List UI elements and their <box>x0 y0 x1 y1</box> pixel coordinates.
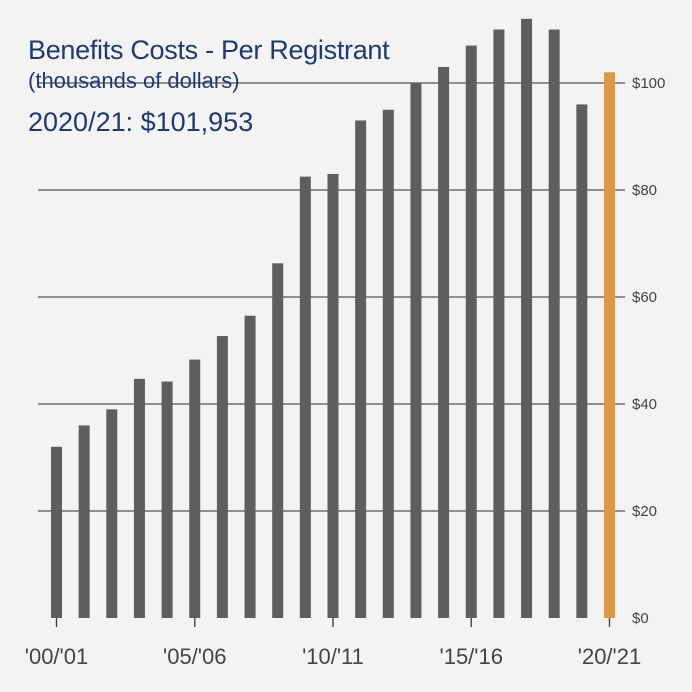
bar <box>216 336 228 618</box>
bar <box>51 446 62 618</box>
y-tick-label: $80 <box>632 182 657 199</box>
bar <box>465 45 477 619</box>
bar <box>521 18 533 619</box>
bar <box>438 66 450 618</box>
bar <box>382 109 394 618</box>
bar <box>355 120 367 618</box>
bar <box>327 173 339 618</box>
x-tick-label: '15/'16 <box>440 644 503 669</box>
x-axis-ticks: '00/'01 '05/'06 '10/'11 '15/'16 '20/'21 <box>25 618 641 669</box>
y-tick-label: $40 <box>632 396 657 413</box>
bar <box>161 381 173 618</box>
bar <box>133 378 145 618</box>
title-block: Benefits Costs - Per Registrant (thousan… <box>28 34 390 138</box>
bar <box>548 29 560 618</box>
bar <box>106 409 118 618</box>
bar <box>604 72 615 619</box>
chart-highlight-value: 2020/21: $101,953 <box>28 107 254 137</box>
bar <box>576 104 588 618</box>
bar <box>244 315 256 618</box>
y-tick-label: $0 <box>632 610 649 627</box>
x-tick-label: '00/'01 <box>25 644 88 669</box>
bars <box>51 18 615 619</box>
bar <box>493 29 505 618</box>
x-tick-label: '05/'06 <box>163 644 226 669</box>
bar <box>272 263 284 618</box>
y-tick-label: $100 <box>632 75 665 92</box>
bar <box>299 176 311 618</box>
y-tick-label: $20 <box>632 503 657 520</box>
y-tick-label: $60 <box>632 289 657 306</box>
x-tick-label: '10/'11 <box>302 644 364 669</box>
chart-title: Benefits Costs - Per Registrant <box>28 35 390 65</box>
bar <box>78 425 90 618</box>
bar <box>189 359 201 618</box>
bar <box>410 83 422 618</box>
x-tick-label: '20/'21 <box>578 644 641 669</box>
chart-subtitle: (thousands of dollars) <box>28 68 240 93</box>
y-axis-ticks: $0 $20 $40 $60 $80 $100 <box>632 75 665 627</box>
